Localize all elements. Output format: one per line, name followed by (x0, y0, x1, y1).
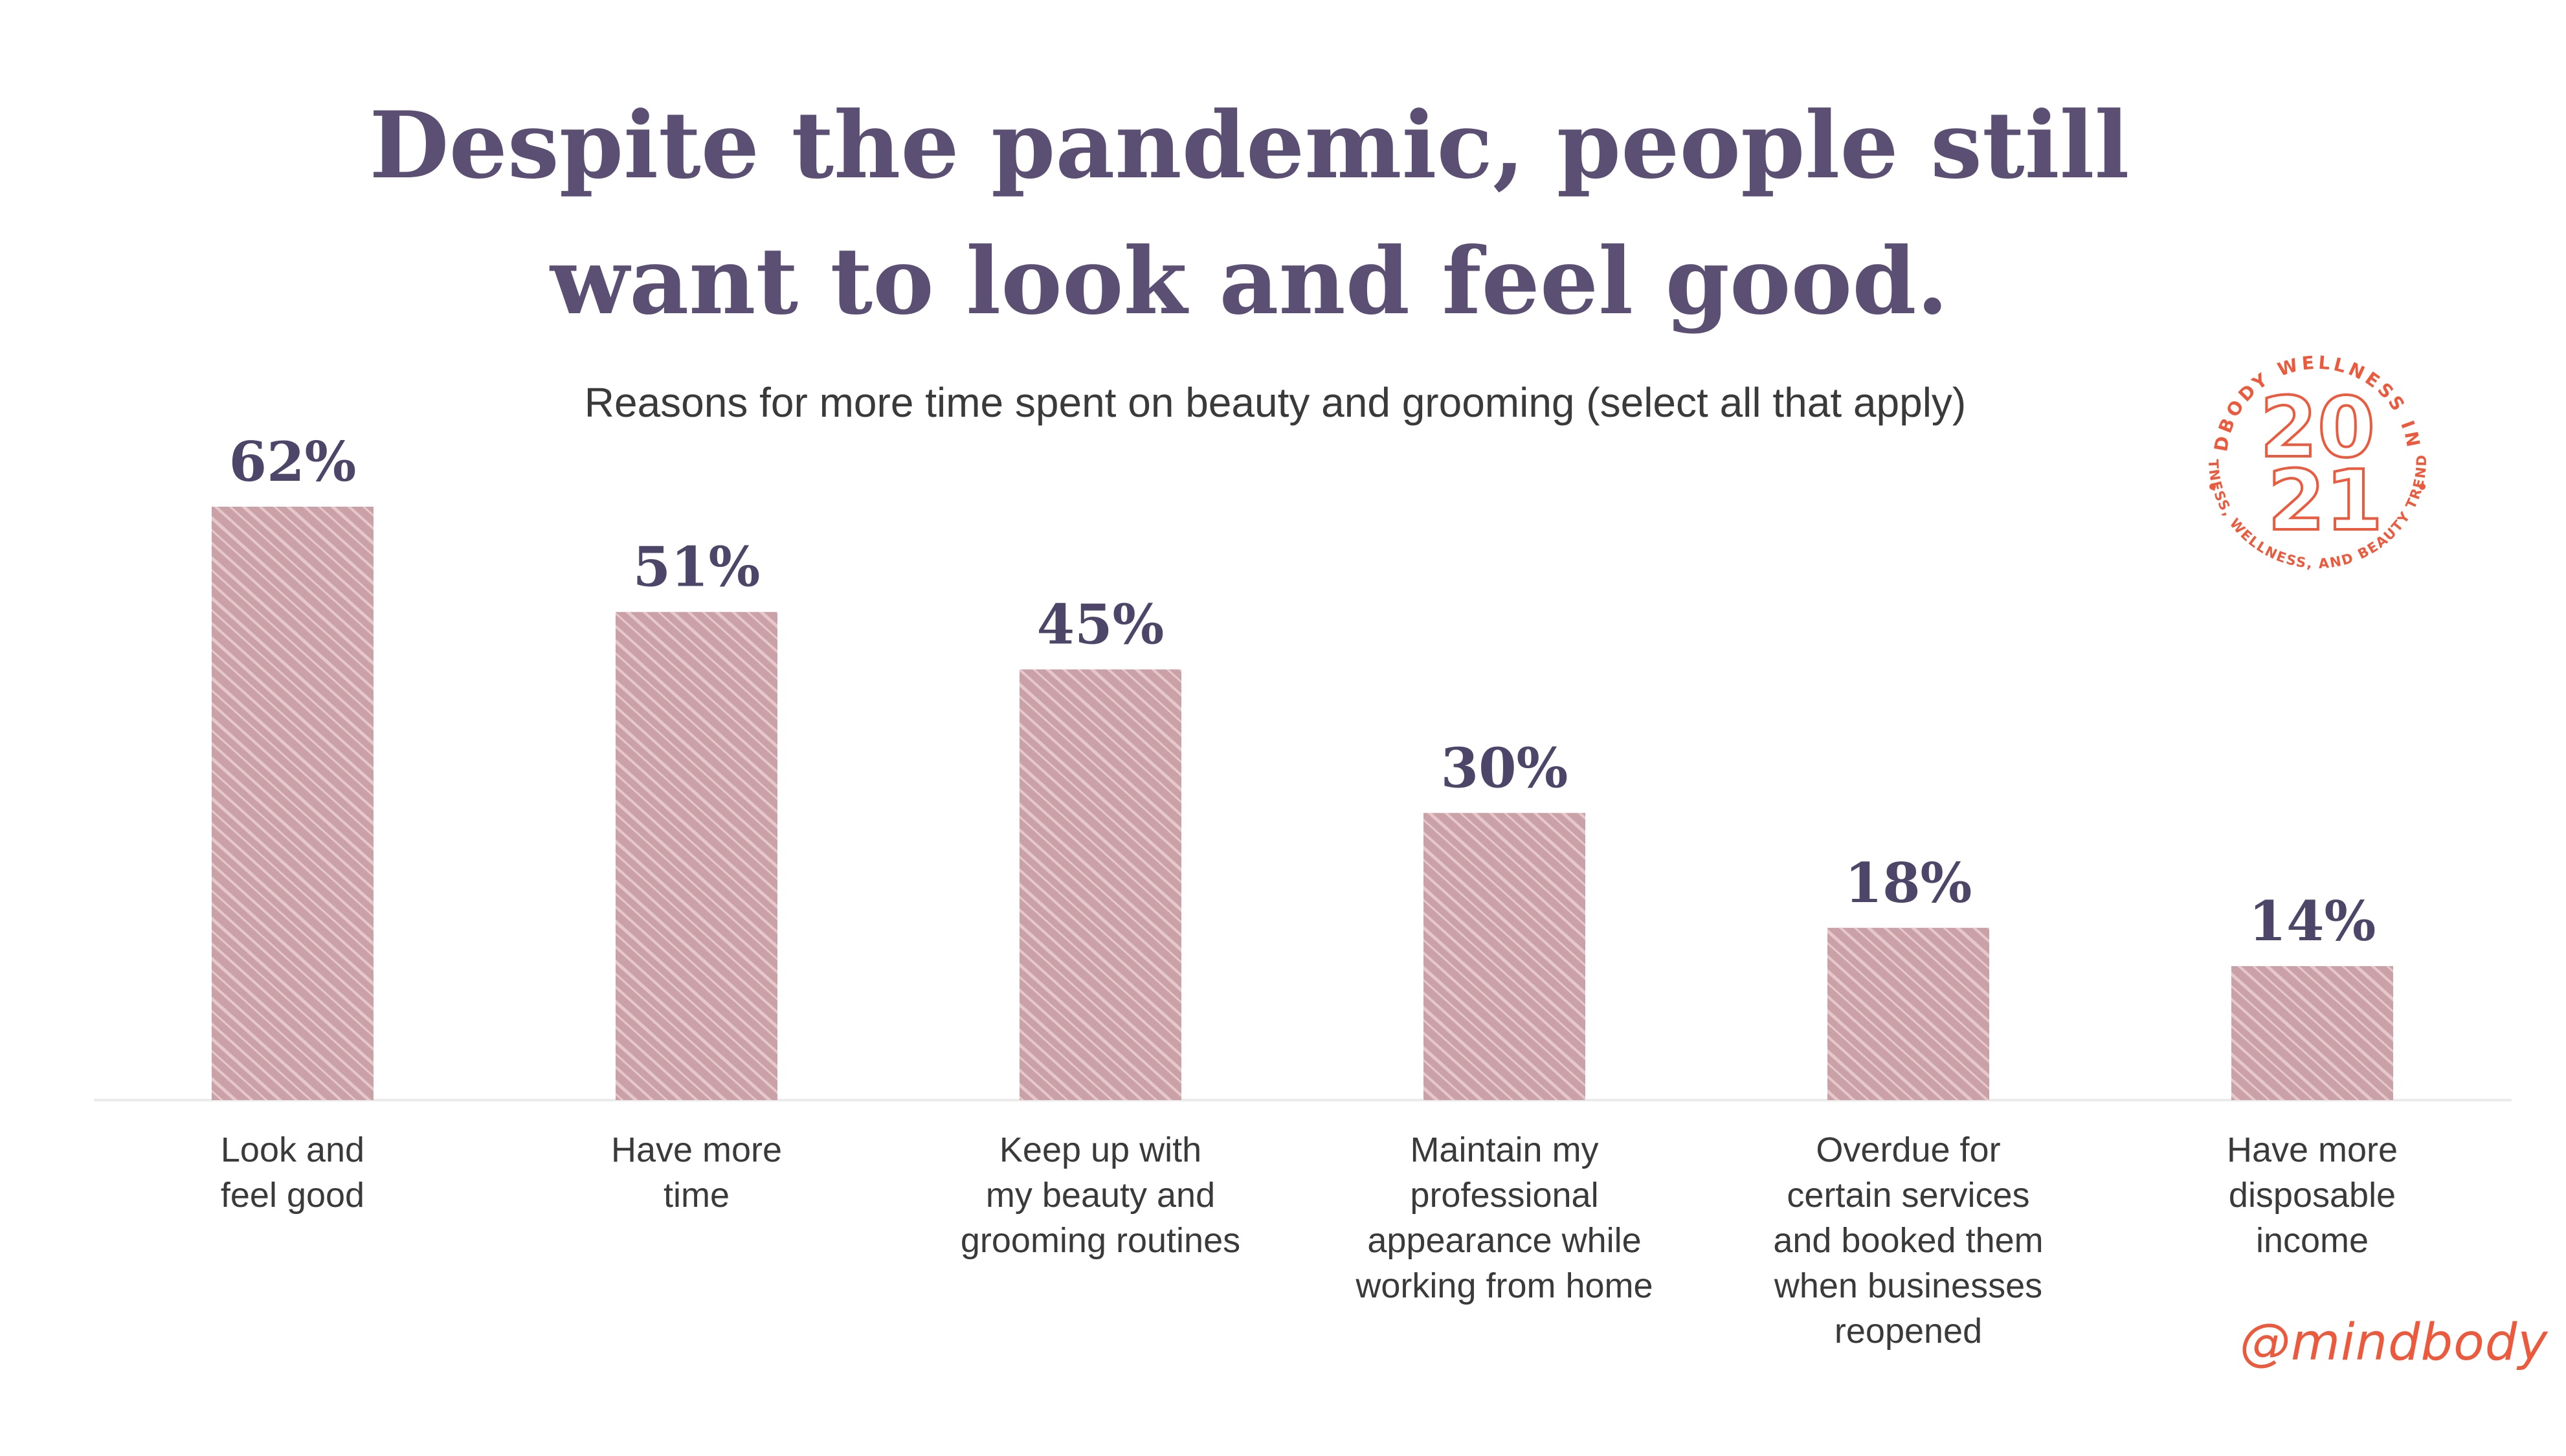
category-label-line: grooming routines (961, 1221, 1240, 1260)
category-label-line: Keep up with (999, 1131, 1201, 1169)
category-label-line: appearance while (1367, 1221, 1641, 1260)
category-label-line: my beauty and (986, 1176, 1215, 1215)
category-label-line: income (2256, 1221, 2369, 1260)
bar-value-label: 30% (1441, 736, 1568, 800)
category-label-line: certain services (1787, 1176, 2029, 1215)
category-label-line: time (664, 1176, 730, 1215)
category-label-line: when businesses (1774, 1266, 2042, 1305)
badge-dot-left (2209, 483, 2216, 490)
wellness-index-badge: MINDBODY WELLNESS INDEX FITNESS, WELLNES… (2181, 324, 2428, 571)
bar-texture (1423, 813, 1585, 1100)
chart-title: Despite the pandemic, people still want … (0, 78, 2499, 349)
category-label-line: and booked them (1773, 1221, 2043, 1260)
mindbody-handle: @mindbody (2240, 1314, 2549, 1372)
bars-group (212, 507, 2393, 1100)
category-label-line: feel good (221, 1176, 364, 1215)
category-label-line: Look and (221, 1131, 364, 1169)
category-label: Have more time (611, 1131, 782, 1215)
category-label: Keep up with my beauty and grooming routin… (961, 1131, 1240, 1260)
bar-value-label: 51% (633, 535, 761, 599)
bar (2231, 965, 2393, 1100)
category-label-line: professional (1410, 1176, 1598, 1215)
bar (616, 612, 777, 1100)
bar (212, 507, 374, 1100)
chart-title-line-2: want to look and feel good. (550, 228, 1949, 335)
category-label-line: Have more (611, 1131, 782, 1169)
category-label: Maintain my professional appearance while w… (1355, 1131, 1653, 1305)
bar-texture (2231, 965, 2393, 1100)
bar-value-label: 14% (2249, 889, 2376, 953)
bar-texture (212, 507, 374, 1100)
category-label-line: disposable (2229, 1176, 2396, 1215)
category-label: Look and feel good (221, 1131, 364, 1215)
bar (1827, 927, 1989, 1100)
bar-value-label: 62% (229, 430, 357, 494)
badge-year-top: 20 (2260, 380, 2375, 476)
category-label: Overdue for certain services and booked th… (1773, 1131, 2043, 1351)
chart-title-line-1: Despite the pandemic, people still (369, 92, 2130, 199)
category-label-line: Have more (2227, 1131, 2398, 1169)
bar-texture (1827, 927, 1989, 1100)
category-label-line: Maintain my (1410, 1131, 1598, 1169)
bar-texture (616, 612, 777, 1100)
category-label-line: working from home (1355, 1266, 1653, 1305)
category-labels-group: Look and feel good Have more time Keep up wi… (221, 1131, 2398, 1351)
bar (1423, 813, 1585, 1100)
bar (1020, 669, 1181, 1100)
category-label-line: Overdue for (1816, 1131, 2000, 1169)
category-label: Have more disposable income (2227, 1131, 2398, 1260)
value-labels-group: 62% 51% 45% 30% 18% 14% (229, 430, 2376, 953)
bar-texture (1020, 669, 1181, 1100)
bar-value-label: 45% (1037, 592, 1165, 656)
category-label-line: reopened (1835, 1312, 1982, 1351)
badge-year-bottom: 21 (2268, 453, 2383, 549)
chart-subtitle: Reasons for more time spent on beauty an… (584, 379, 1967, 426)
bar-value-label: 18% (1845, 851, 1972, 915)
badge-dot-right (2419, 483, 2426, 490)
